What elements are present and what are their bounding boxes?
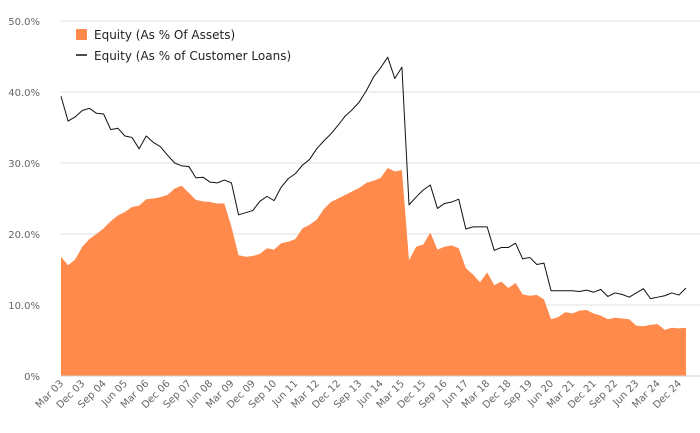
legend-swatch-equity-assets bbox=[76, 29, 87, 40]
legend-label-equity-assets: Equity (As % Of Assets) bbox=[94, 28, 235, 42]
y-tick-label: 20.0% bbox=[8, 230, 40, 241]
y-axis: 0% 10.0% 20.0% 30.0% 40.0% 50.0% bbox=[8, 17, 700, 383]
line-equity-loans bbox=[60, 56, 687, 300]
y-tick-label: 40.0% bbox=[8, 88, 40, 99]
legend: Equity (As % Of Assets) Equity (As % of … bbox=[76, 28, 291, 63]
y-tick-label: 10.0% bbox=[8, 301, 40, 312]
legend-label-equity-loans: Equity (As % of Customer Loans) bbox=[94, 49, 291, 63]
area-series-layer bbox=[61, 167, 686, 376]
y-tick-label: 50.0% bbox=[8, 17, 40, 28]
y-tick-label: 30.0% bbox=[8, 159, 40, 170]
area-equity-assets bbox=[61, 167, 686, 376]
line-series-layer bbox=[60, 56, 687, 300]
y-tick-label: 0% bbox=[24, 372, 40, 383]
